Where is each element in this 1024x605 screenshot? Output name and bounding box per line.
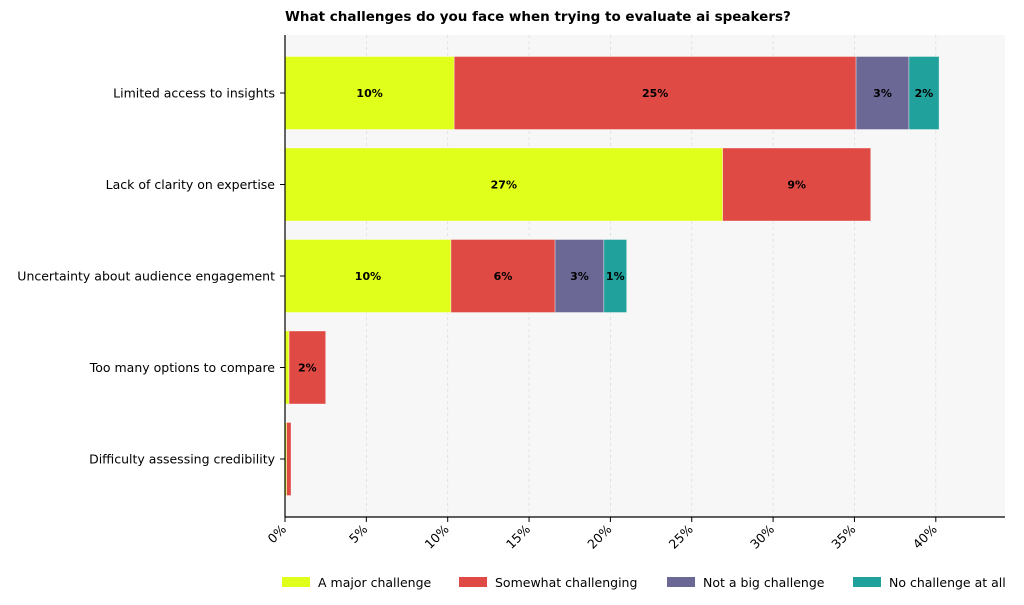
bar-segment bbox=[855, 56, 910, 130]
data-label: 3% bbox=[873, 87, 892, 100]
data-label: 27% bbox=[491, 179, 517, 192]
data-label: 25% bbox=[642, 87, 668, 100]
x-tick-label: 0% bbox=[264, 521, 289, 546]
data-label: 6% bbox=[494, 270, 513, 283]
x-tick-label: 20% bbox=[584, 521, 614, 551]
category-label: Difficulty assessing credibility bbox=[89, 452, 276, 467]
category-label: Uncertainty about audience engagement bbox=[17, 269, 275, 284]
data-label: 3% bbox=[570, 270, 589, 283]
x-tick-label: 25% bbox=[666, 521, 696, 551]
x-tick-label: 40% bbox=[910, 521, 940, 551]
x-tick-label: 15% bbox=[503, 521, 533, 551]
bar-segment bbox=[284, 330, 290, 405]
data-label: 9% bbox=[787, 179, 806, 192]
legend-label: Somewhat challenging bbox=[495, 575, 637, 590]
x-tick-label: 5% bbox=[346, 521, 371, 546]
bar-segment bbox=[288, 330, 326, 405]
data-label: 10% bbox=[355, 270, 381, 283]
legend-label: A major challenge bbox=[318, 575, 432, 590]
x-tick-label: 35% bbox=[828, 521, 858, 551]
legend-swatch bbox=[282, 577, 310, 587]
bar-segment bbox=[286, 422, 292, 496]
bar-segment bbox=[284, 56, 455, 130]
x-tick-label: 30% bbox=[747, 521, 777, 551]
category-label: Too many options to compare bbox=[89, 360, 276, 375]
x-tick-label: 10% bbox=[422, 521, 452, 551]
legend-swatch bbox=[667, 577, 695, 587]
chart-title: What challenges do you face when trying … bbox=[285, 9, 791, 25]
data-label: 10% bbox=[356, 87, 382, 100]
data-label: 2% bbox=[915, 87, 934, 100]
bar-segment bbox=[908, 56, 940, 130]
bar-segment bbox=[453, 56, 857, 130]
data-label: 1% bbox=[606, 270, 625, 283]
category-label: Lack of clarity on expertise bbox=[106, 177, 276, 192]
legend-swatch bbox=[459, 577, 487, 587]
bar-segment bbox=[603, 239, 627, 313]
data-label: 2% bbox=[298, 362, 317, 375]
legend-label: Not a big challenge bbox=[703, 575, 825, 590]
bar-segment bbox=[450, 239, 556, 313]
bar-segment bbox=[722, 147, 872, 222]
bar-segment bbox=[554, 239, 605, 313]
category-label: Limited access to insights bbox=[113, 86, 275, 101]
legend-swatch bbox=[853, 577, 881, 587]
legend-label: No challenge at all bbox=[889, 575, 1006, 590]
